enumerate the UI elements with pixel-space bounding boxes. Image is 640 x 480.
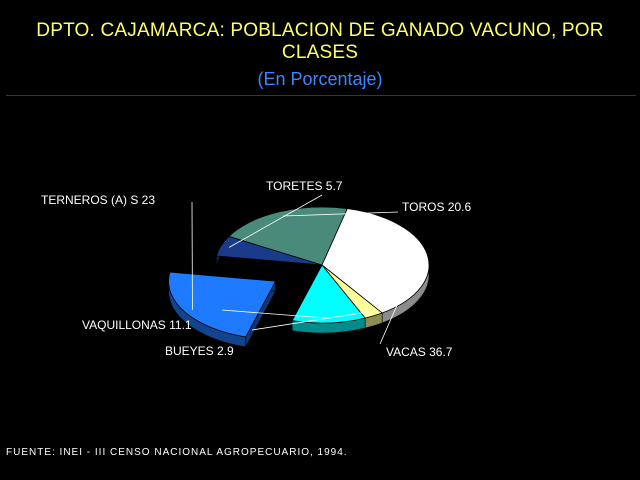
title-divider <box>6 95 636 96</box>
pie-leader-lines <box>191 194 420 345</box>
pie-chart: TORETES 5.7 TOROS 20.6 VACAS 36.7 BUEYES 2.… <box>41 179 471 359</box>
pie-slice-vaquillonas <box>291 264 366 324</box>
pie-top-layer <box>168 206 430 338</box>
pie-leader-toros <box>282 211 399 217</box>
pie-leader-vaquillonas <box>221 309 329 319</box>
pie-leader-bueyes <box>251 311 370 331</box>
pie-label-toros: TOROS 20.6 <box>402 200 471 214</box>
chart-title: DPTO. CAJAMARCA: POBLACION DE GANADO VAC… <box>36 20 604 63</box>
pie-slice-terneros-a-s <box>168 271 277 338</box>
source-note: FUENTE: INEI - III CENSO NACIONAL AGROPE… <box>6 447 348 458</box>
pie-leader-toretes <box>228 194 323 248</box>
pie-leader-vacas <box>379 255 420 345</box>
pie-slice-toros <box>228 206 348 266</box>
pie-labels: TORETES 5.7 TOROS 20.6 VACAS 36.7 BUEYES 2.… <box>41 179 471 359</box>
chart-subtitle: (En Porcentaje) <box>257 69 383 89</box>
pie-label-terneros-a-s: TERNEROS (A) S 23 <box>41 193 155 207</box>
pie-label-vaquillonas: VAQUILLONAS 11.1 <box>82 318 192 332</box>
pie-label-toretes: TORETES 5.7 <box>266 179 343 193</box>
pie-label-vacas: VACAS 36.7 <box>386 345 453 359</box>
pie-label-bueyes: BUEYES 2.9 <box>165 344 234 358</box>
pie-slice-vacas <box>321 208 430 314</box>
